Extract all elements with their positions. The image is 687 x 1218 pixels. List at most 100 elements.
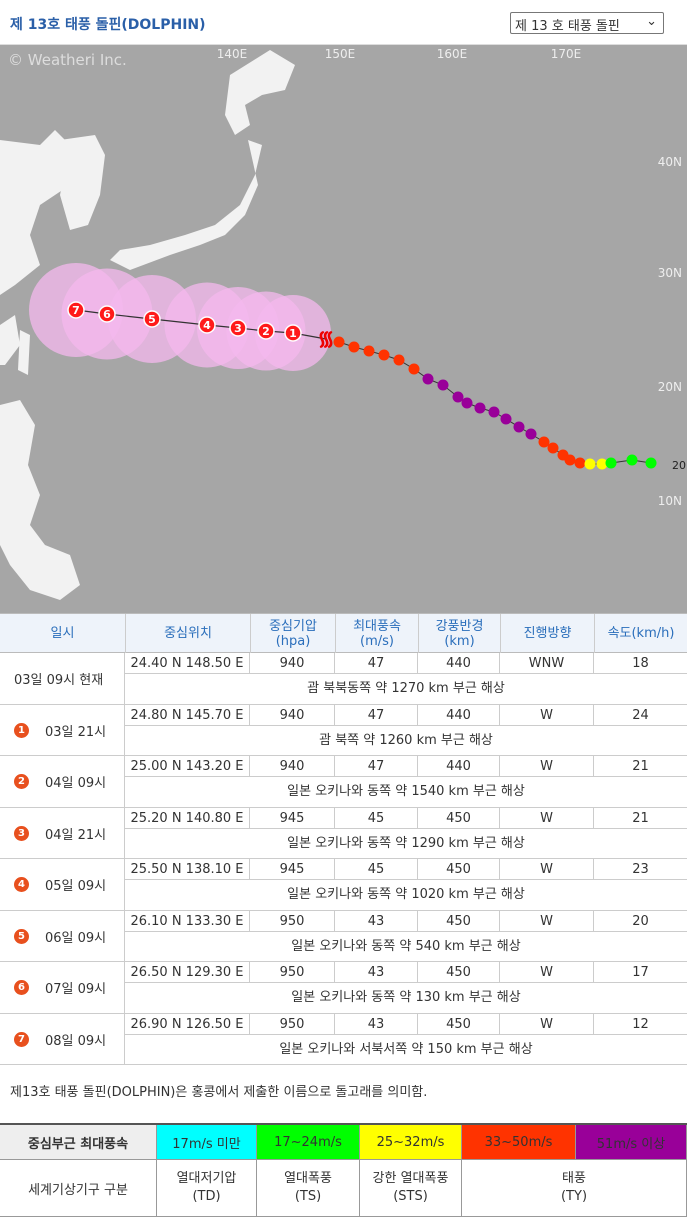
header-unit: (m/s) <box>360 633 394 649</box>
lon-label: 170E <box>551 47 582 61</box>
cell-direction: W <box>500 910 594 932</box>
description: 일본 오키나와 동쪽 약 1290 km 부근 해상 <box>287 835 525 851</box>
table-row: 4 05일 09시 25.50 N 138.10 E 945 45 450 W 23 일본 오키… <box>0 859 687 911</box>
cell-direction: WNW <box>500 653 594 674</box>
time: 08일 09시 <box>45 1033 107 1049</box>
row-marker: 3 <box>14 825 29 841</box>
lon-label: 150E <box>325 47 356 61</box>
cell-radius: 450 <box>418 807 500 829</box>
track-dot <box>474 402 486 414</box>
track-dot <box>538 436 550 448</box>
forecast-marker <box>198 316 216 334</box>
table-header: 일시 중심위치 중심기압 (hpa) 최대풍속 (m/s) 강풍반경 (km) 진행방향 속도(k… <box>0 613 687 653</box>
track-dot <box>513 421 525 433</box>
description: 일본 오키나와 동쪽 약 1020 km 부근 해상 <box>287 887 525 902</box>
table-row: 1 03일 21시 24.80 N 145.70 E 940 47 440 W 24 괌 북쪽 … <box>0 704 687 756</box>
header-name: 진행방향 <box>523 626 572 641</box>
cell-speed: 23 <box>594 859 687 880</box>
cell-position: 26.90 N 126.50 E <box>125 1013 250 1035</box>
cell-direction: W <box>500 807 594 829</box>
row-marker: 1 <box>14 722 29 738</box>
cell-radius: 440 <box>418 704 500 726</box>
cell-radius: 450 <box>418 859 500 880</box>
forecast-marker <box>67 301 85 319</box>
lat-label: 20N <box>658 380 682 394</box>
track-dot <box>437 379 449 391</box>
time-cell: 4 05일 09시 <box>0 859 125 910</box>
time-cell: 1 03일 21시 <box>0 704 125 756</box>
track-dot <box>605 457 617 469</box>
wmo-abbr: (TY) <box>560 1189 588 1204</box>
wmo-abbr: (TS) <box>294 1189 322 1204</box>
track-dot <box>348 341 360 353</box>
legend-label: 중심부근 최대풍속 <box>0 1125 157 1160</box>
cell-speed: 21 <box>594 808 687 829</box>
cell-wind: 43 <box>335 910 418 932</box>
description: 일본 오키나와 동쪽 약 540 km 부근 해상 <box>291 938 521 954</box>
cell-direction: W <box>500 756 594 777</box>
typhoon-select[interactable]: 제 13 호 태풍 돌핀 ⌄ <box>510 12 664 34</box>
row-marker: 6 <box>14 980 29 995</box>
cell-direction: W <box>500 859 594 880</box>
forecast-marker-label: 6 <box>103 308 111 321</box>
wmo-abbr: (TD) <box>192 1189 221 1204</box>
cell-pressure: 940 <box>250 653 335 674</box>
cell-position: 24.40 N 148.50 E <box>125 653 250 674</box>
header-cell: 강풍반경 (km) <box>418 614 500 653</box>
wind-class: 25~32m/s <box>360 1125 462 1160</box>
table-row: 03일 09시 현재 24.40 N 148.50 E 940 47 440 WNW 18 괌… <box>0 653 687 705</box>
cell-wind: 47 <box>335 756 418 777</box>
track-dot <box>378 349 390 361</box>
forecast-marker-label: 7 <box>72 304 80 317</box>
cell-pressure: 940 <box>250 756 335 777</box>
header-unit: (hpa) <box>275 633 311 649</box>
forecast-marker-label: 4 <box>203 319 211 332</box>
row-marker: 7 <box>14 1031 29 1047</box>
forecast-marker <box>98 305 116 323</box>
forecast-marker-label: 2 <box>262 325 270 338</box>
track-dot <box>564 454 576 466</box>
forecast-table: 일시 중심위치 중심기압 (hpa) 최대풍속 (m/s) 강풍반경 (km) 진행방향 속도(k… <box>0 613 687 1065</box>
cell-wind: 45 <box>335 807 418 829</box>
note: 제13호 태풍 돌핀(DOLPHIN)은 홍콩에서 제출한 이름으로 돌고래를 … <box>10 1085 428 1100</box>
track-dot <box>333 336 345 348</box>
wind-class: 17m/s 미만 <box>157 1125 257 1160</box>
header-cell: 일시 <box>0 614 125 653</box>
cell-speed: 17 <box>594 962 687 983</box>
land <box>0 50 295 600</box>
cell-position: 25.00 N 143.20 E <box>125 756 250 777</box>
cell-wind: 43 <box>335 962 418 983</box>
cell-direction: W <box>500 1013 594 1035</box>
cell-wind: 47 <box>335 704 418 726</box>
wind-class: 33~50m/s <box>462 1125 576 1160</box>
header: 제 13호 태풍 돌핀(DOLPHIN) 제 13 호 태풍 돌핀 ⌄ <box>0 0 687 45</box>
header-cell: 중심기압 (hpa) <box>250 614 335 653</box>
forecast-marker <box>143 310 161 328</box>
cell-wind: 47 <box>335 653 418 674</box>
time: 06일 09시 <box>45 930 107 946</box>
track-dot <box>452 391 464 403</box>
header-name: 중심위치 <box>164 626 212 641</box>
edge-label: 20 <box>672 459 686 472</box>
cell-radius: 450 <box>418 910 500 932</box>
time-cell: 3 04일 21시 <box>0 807 125 859</box>
table-row: 2 04일 09시 25.00 N 143.20 E 940 47 440 W 21 일본 오키… <box>0 756 687 808</box>
forecast-marker-label: 1 <box>289 327 297 340</box>
track-dot <box>574 457 586 469</box>
legend-table: 중심부근 최대풍속 17m/s 미만 17~24m/s 25~32m/s 33~50m/… <box>0 1123 687 1217</box>
time-cell: 6 07일 09시 <box>0 962 125 1013</box>
forecast-markers: 1 2 3 4 5 6 7 <box>67 301 302 342</box>
map: © Weatheri Inc. 140E 150E 160E 170E 40N … <box>0 45 687 613</box>
select-text: 제 13 호 태풍 돌핀 <box>515 19 620 34</box>
wmo-name: 강한 열대폭풍 <box>372 1171 449 1186</box>
row-marker: 4 <box>14 877 29 892</box>
description: 괌 북북동쪽 약 1270 km 부근 해상 <box>307 681 505 696</box>
time-cell: 2 04일 09시 <box>0 756 125 807</box>
header-name: 속도(km/h) <box>607 626 675 641</box>
cell-pressure: 950 <box>250 1013 335 1035</box>
cell-speed: 20 <box>594 911 687 932</box>
cell-radius: 440 <box>418 756 500 777</box>
track-dot <box>525 428 537 440</box>
track-dot <box>500 413 512 425</box>
